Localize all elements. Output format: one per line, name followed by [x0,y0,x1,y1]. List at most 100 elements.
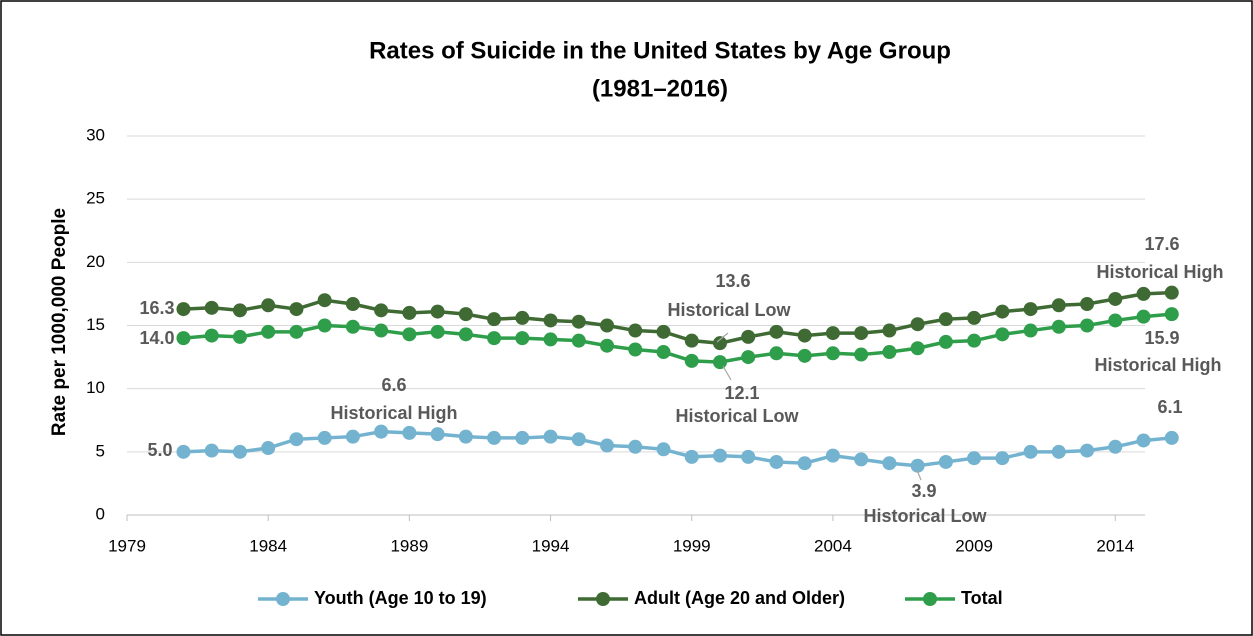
data-point [656,345,671,360]
data-point [1023,323,1038,338]
x-tick-label: 2004 [814,536,852,555]
data-point [854,452,869,467]
data-point [797,328,812,343]
data-point [628,439,643,454]
data-point [1164,285,1179,300]
data-point [1051,319,1066,334]
data-point [825,346,840,361]
y-tick-label: 10 [86,378,105,397]
annotation: 15.9 [1144,328,1179,348]
data-point [458,307,473,322]
x-tick-label: 2014 [1096,536,1134,555]
chart-title: Rates of Suicide in the United States by… [369,37,951,64]
data-point [1108,313,1123,328]
annotation: 12.1 [724,383,759,403]
data-point [317,318,332,333]
legend-label: Youth (Age 10 to 19) [314,588,487,608]
annotation: 17.6 [1144,234,1179,254]
data-point [938,334,953,349]
data-point [600,318,615,333]
data-point [232,329,247,344]
annotation: Historical High [1094,355,1221,375]
data-point [1051,444,1066,459]
data-point [571,314,586,329]
data-point [458,429,473,444]
data-point [487,331,502,346]
data-point [938,312,953,327]
data-point [430,324,445,339]
data-point [769,324,784,339]
data-point [261,298,276,313]
data-point [1023,444,1038,459]
data-point [487,430,502,445]
data-point [317,430,332,445]
data-point [967,451,982,466]
data-point [543,332,558,347]
data-point [345,319,360,334]
data-point [910,458,925,473]
data-point [1136,309,1151,324]
data-point [656,442,671,457]
data-point [204,300,219,315]
data-point [1108,291,1123,306]
y-tick-label: 5 [96,441,105,460]
legend-marker [276,592,290,606]
y-tick-label: 25 [86,189,105,208]
x-tick-label: 1994 [532,536,570,555]
data-point [628,342,643,357]
data-point [1164,307,1179,322]
x-tick-label: 1984 [249,536,287,555]
data-point [797,348,812,363]
annotation: 6.6 [381,375,406,395]
data-point [543,429,558,444]
data-point [769,346,784,361]
data-point [1051,298,1066,313]
data-point [374,303,389,318]
y-tick-label: 15 [86,315,105,334]
data-point [600,438,615,453]
x-tick-label: 1999 [673,536,711,555]
data-point [995,327,1010,342]
y-axis-label: Rate per 1000,000 People [49,208,70,436]
data-point [261,324,276,339]
data-point [741,329,756,344]
data-point [995,304,1010,319]
data-point [430,304,445,319]
annotation: 5.0 [147,440,172,460]
data-point [769,454,784,469]
data-point [1136,286,1151,301]
data-point [374,424,389,439]
data-point [797,456,812,471]
data-point [1080,297,1095,312]
data-point [402,327,417,342]
data-point [176,444,191,459]
data-point [289,432,304,447]
data-point [712,336,727,351]
data-point [1136,433,1151,448]
data-point [571,432,586,447]
chart-subtitle: (1981–2016) [592,75,728,102]
data-point [938,454,953,469]
data-point [741,449,756,464]
data-point [684,333,699,348]
data-point [600,338,615,353]
data-point [967,310,982,325]
annotation: Historical High [330,403,457,423]
annotation: Historical High [1096,262,1223,282]
annotation: 13.6 [715,271,750,291]
data-point [741,350,756,365]
annotation: Historical Low [863,506,987,526]
annotation: Historical Low [667,300,791,320]
data-point [854,347,869,362]
annotation: 3.9 [911,481,936,501]
leader-line [722,365,732,381]
annotation: Historical Low [675,406,799,426]
data-point [712,448,727,463]
y-tick-label: 30 [86,125,105,144]
data-point [1108,439,1123,454]
x-tick-label: 1979 [108,536,146,555]
data-point [1080,318,1095,333]
annotation: 14.0 [139,328,174,348]
data-point [910,341,925,356]
